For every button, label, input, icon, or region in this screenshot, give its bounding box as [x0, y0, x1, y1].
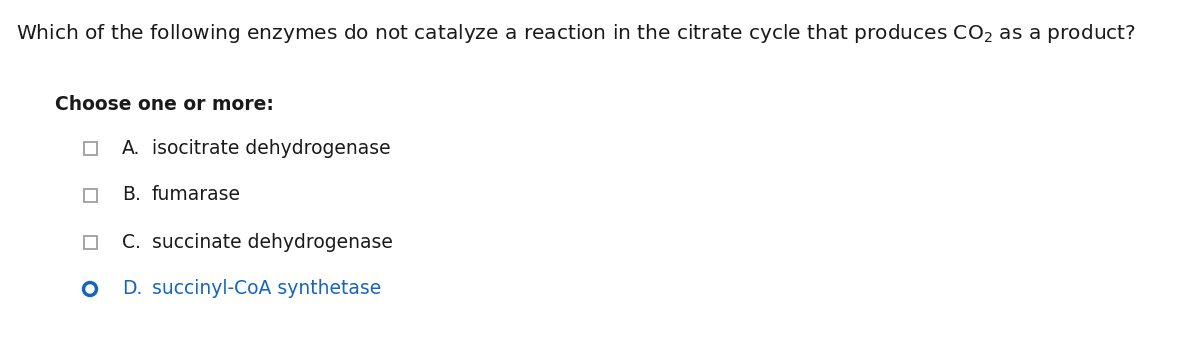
Text: succinyl-CoA synthetase: succinyl-CoA synthetase	[152, 279, 382, 298]
FancyBboxPatch shape	[84, 189, 96, 201]
Text: Choose one or more:: Choose one or more:	[55, 95, 274, 114]
Circle shape	[86, 285, 94, 293]
Text: succinate dehydrogenase: succinate dehydrogenase	[152, 233, 392, 251]
Text: B.: B.	[122, 186, 140, 205]
Text: isocitrate dehydrogenase: isocitrate dehydrogenase	[152, 138, 391, 157]
FancyBboxPatch shape	[84, 235, 96, 249]
FancyBboxPatch shape	[84, 142, 96, 155]
Text: D.: D.	[122, 279, 143, 298]
Circle shape	[83, 282, 97, 296]
Text: Which of the following enzymes do not catalyze a reaction in the citrate cycle t: Which of the following enzymes do not ca…	[16, 22, 1136, 45]
Text: fumarase: fumarase	[152, 186, 241, 205]
Text: A.: A.	[122, 138, 140, 157]
Text: C.: C.	[122, 233, 140, 251]
